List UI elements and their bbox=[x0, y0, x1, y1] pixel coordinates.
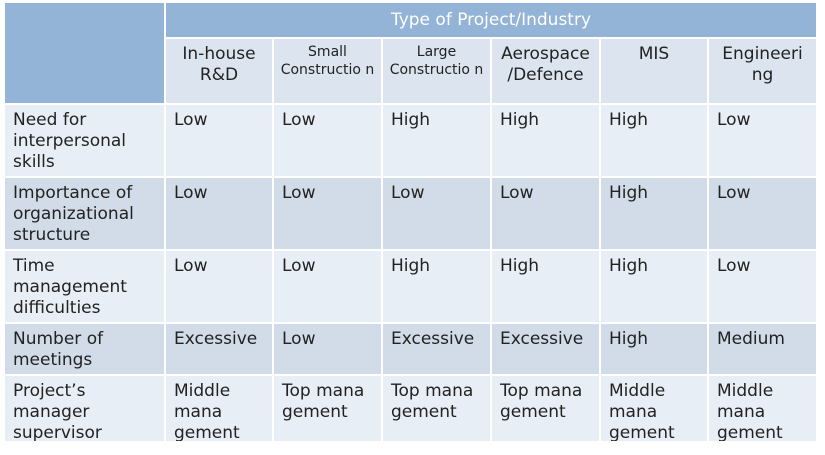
table-cell: Excessive bbox=[166, 324, 272, 374]
table-cell: Low bbox=[274, 178, 381, 249]
table-cell: Low bbox=[274, 251, 381, 322]
col-header-aerospace-defence: Aerospace /Defence bbox=[492, 39, 599, 103]
table-cell: High bbox=[383, 251, 490, 322]
table-cell: Middle mana gement bbox=[709, 376, 816, 441]
row-header: Project’s manager supervisor bbox=[5, 376, 164, 441]
row-header: Importance of organizational structure bbox=[5, 178, 164, 249]
table-cell: Middle mana gement bbox=[601, 376, 707, 441]
table-cell: Low bbox=[274, 105, 381, 176]
table-cell: Low bbox=[709, 105, 816, 176]
table-cell: Low bbox=[492, 178, 599, 249]
table-cell: Low bbox=[166, 178, 272, 249]
table-cell: High bbox=[601, 105, 707, 176]
table-cell: Top mana gement bbox=[274, 376, 381, 441]
col-header-inhouse-rd: In-house R&D bbox=[166, 39, 272, 103]
table-corner bbox=[5, 3, 164, 103]
table-cell: High bbox=[601, 324, 707, 374]
table-cell: High bbox=[601, 178, 707, 249]
table-cell: High bbox=[492, 105, 599, 176]
row-header: Need for interpersonal skills bbox=[5, 105, 164, 176]
table-cell: Medium bbox=[709, 324, 816, 374]
table-cell: High bbox=[492, 251, 599, 322]
table-cell: Low bbox=[166, 105, 272, 176]
col-header-mis: MIS bbox=[601, 39, 707, 103]
table-cell: Low bbox=[274, 324, 381, 374]
table-cell: High bbox=[601, 251, 707, 322]
comparison-table: Type of Project/Industry In-house R&D Sm… bbox=[5, 3, 820, 449]
table-cell: Excessive bbox=[492, 324, 599, 374]
col-header-small-construction: Small Constructio n bbox=[274, 39, 381, 103]
row-header: Time management difficulties bbox=[5, 251, 164, 322]
table-cell: Low bbox=[383, 178, 490, 249]
table-cell: Top mana gement bbox=[492, 376, 599, 441]
col-header-large-construction: Large Constructio n bbox=[383, 39, 490, 103]
table-cell: Low bbox=[709, 251, 816, 322]
table-cell: Low bbox=[166, 251, 272, 322]
table-cell: High bbox=[383, 105, 490, 176]
col-header-engineering: Engineeri ng bbox=[709, 39, 816, 103]
row-header: Number of meetings bbox=[5, 324, 164, 374]
table-cell: Top mana gement bbox=[383, 376, 490, 441]
table-title: Type of Project/Industry bbox=[166, 3, 816, 37]
table-cell: Middle mana gement bbox=[166, 376, 272, 441]
table-cell: Low bbox=[709, 178, 816, 249]
table-cell: Excessive bbox=[383, 324, 490, 374]
